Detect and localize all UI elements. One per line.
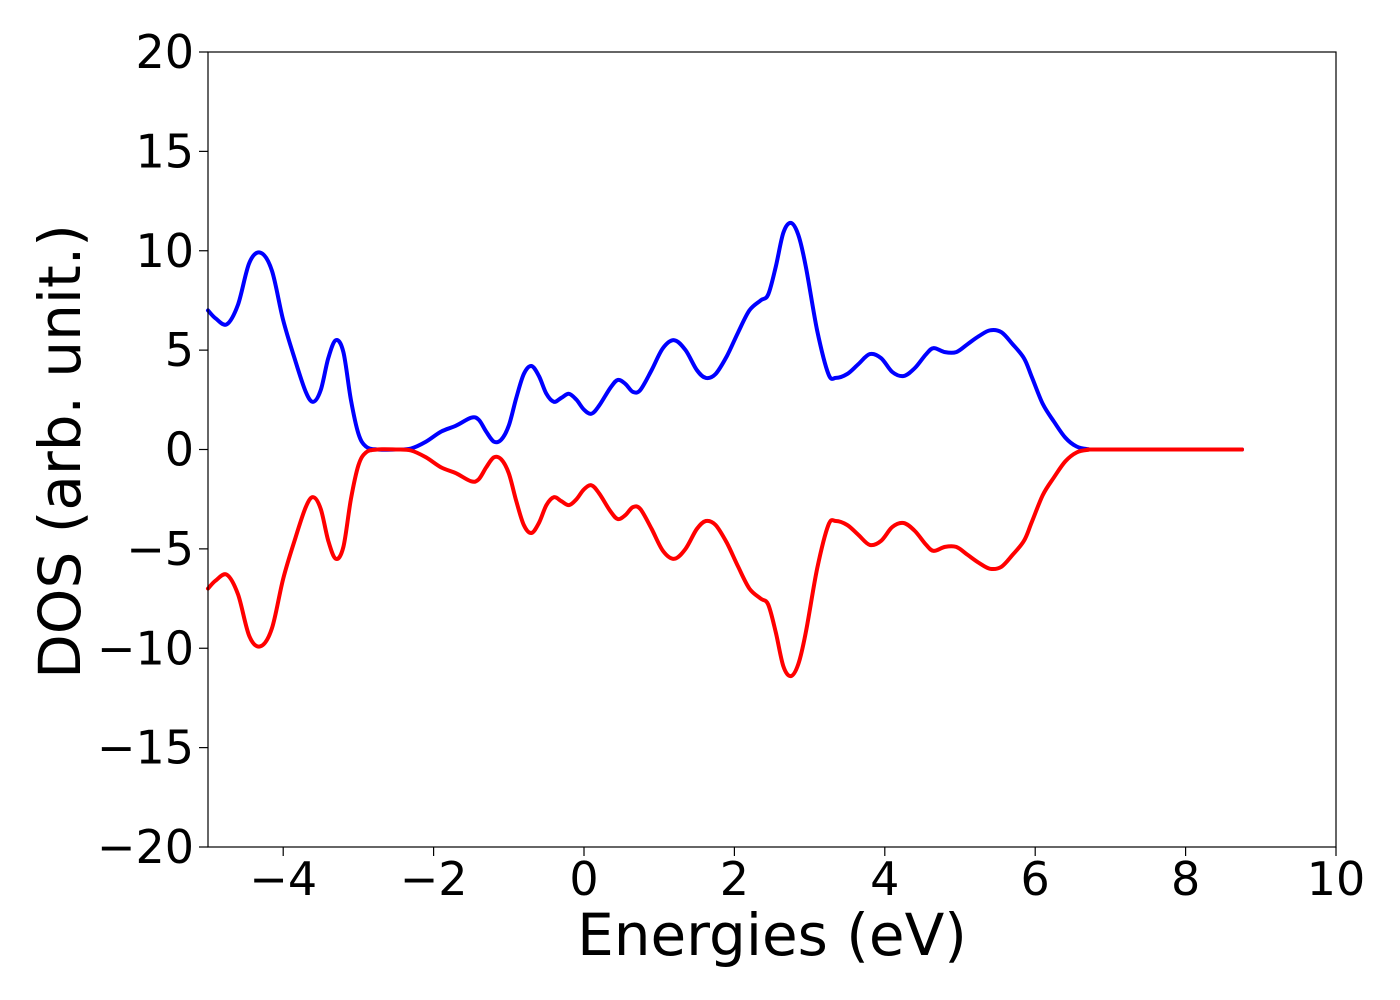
x-tick-label: 2 xyxy=(720,852,749,906)
y-tick-label: −20 xyxy=(97,820,194,874)
y-tick-label: −5 xyxy=(126,522,194,576)
y-tick-label: −15 xyxy=(97,721,194,775)
x-axis: −4 −2 0 2 4 6 8 10 xyxy=(249,847,1365,906)
y-tick-label: 5 xyxy=(165,323,194,377)
x-tick-label: 0 xyxy=(569,852,598,906)
y-axis-title: DOS (arb. unit.) xyxy=(26,224,94,679)
series-line-red xyxy=(206,447,1244,679)
y-tick-label: −10 xyxy=(97,621,194,675)
series-line-blue xyxy=(206,220,1244,452)
x-tick-label: 6 xyxy=(1021,852,1050,906)
y-axis: 20 15 10 5 0 −5 −10 −15 −20 xyxy=(97,25,208,874)
y-tick-label: 15 xyxy=(135,124,194,178)
y-tick-label: 10 xyxy=(135,224,194,278)
series-layer xyxy=(206,220,1244,679)
x-tick-label: −2 xyxy=(400,852,468,906)
x-tick-label: −4 xyxy=(249,852,317,906)
y-tick-label: 0 xyxy=(165,423,194,477)
x-tick-label: 8 xyxy=(1171,852,1200,906)
x-tick-label: 4 xyxy=(870,852,899,906)
y-tick-label: 20 xyxy=(135,25,194,79)
x-tick-label: 10 xyxy=(1307,852,1366,906)
x-axis-title: Energies (eV) xyxy=(577,901,967,969)
